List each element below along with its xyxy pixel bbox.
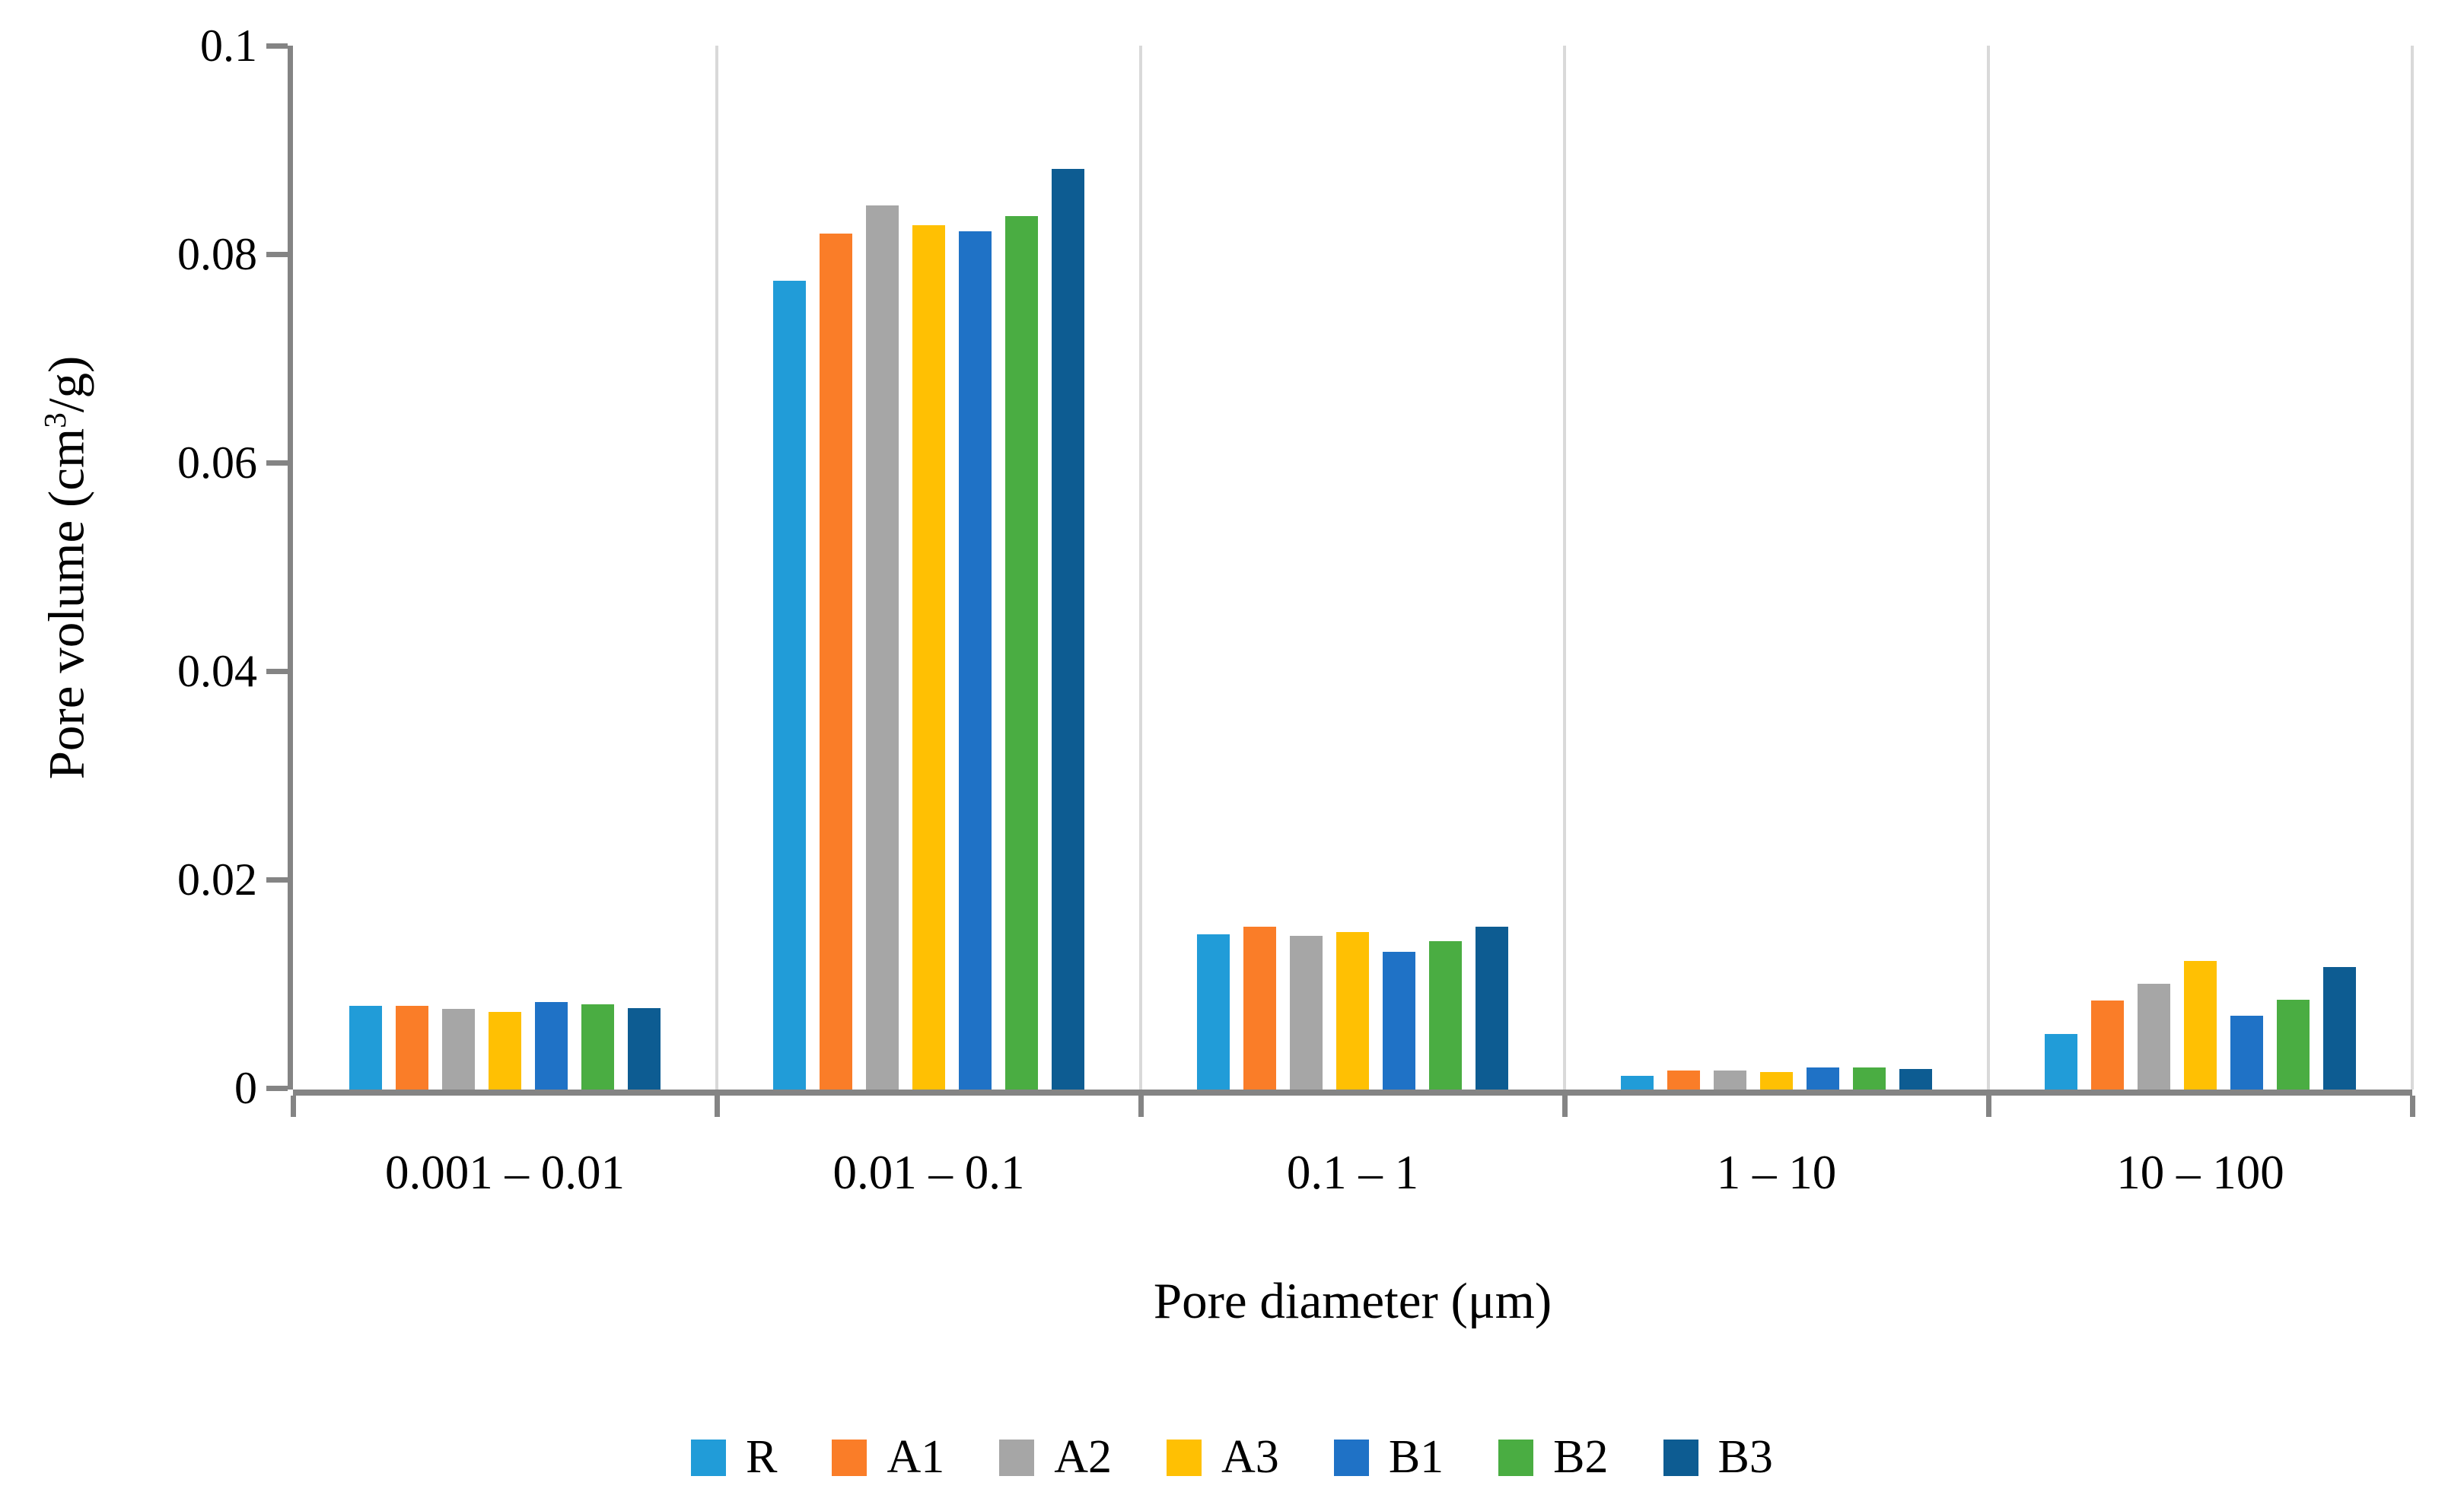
bar-B1 (1807, 1067, 1839, 1090)
legend-marker-B3 (1663, 1439, 1698, 1476)
bar-B3 (1899, 1068, 1932, 1090)
y-axis-title-superscript: 3 (37, 412, 73, 428)
legend-marker-B1 (1333, 1439, 1369, 1476)
x-axis-tick-mark (1138, 1096, 1144, 1117)
legend-label-R: R (746, 1431, 778, 1483)
bar-R (349, 1006, 382, 1090)
bar-B2 (1005, 215, 1038, 1090)
x-category-label: 0.001 – 0.01 (385, 1146, 625, 1199)
y-axis-tick-mark (266, 252, 288, 257)
y-axis-tick-mark (266, 877, 288, 883)
legend-marker-R (691, 1439, 727, 1476)
bar-group-2 (717, 46, 1141, 1090)
bar-A1 (1243, 926, 1276, 1090)
bar-B2 (1853, 1067, 1886, 1090)
bar-A2 (1290, 936, 1323, 1090)
bar-R (773, 280, 806, 1090)
legend: R A1 A2 A3 B1 B2 B3 (0, 1430, 2464, 1484)
legend-label-A1: A1 (887, 1431, 945, 1483)
y-axis-tick-mark (266, 460, 288, 466)
legend-item-R: R (691, 1430, 777, 1484)
y-axis-tick-label: 0.04 (177, 646, 257, 696)
category-separator-line (1139, 46, 1142, 1090)
y-axis-tick-mark (266, 43, 288, 49)
y-axis-tick-label: 0.06 (177, 437, 257, 488)
y-axis-title: Pore volume (cm3/g) (37, 355, 97, 780)
bar-B3 (628, 1007, 661, 1090)
x-axis-tick-mark (1985, 1096, 1991, 1117)
legend-marker-B2 (1498, 1439, 1534, 1476)
bar-R (1197, 934, 1230, 1090)
x-category-label: 0.1 – 1 (1286, 1146, 1419, 1199)
bar-A1 (1667, 1071, 1700, 1090)
bar-A3 (489, 1012, 521, 1090)
x-category-label: 10 – 100 (2116, 1146, 2284, 1199)
bar-A3 (1336, 931, 1369, 1090)
y-axis-tick-label: 0.1 (200, 21, 257, 71)
bar-A2 (1714, 1071, 1746, 1090)
bar-A2 (442, 1009, 475, 1090)
plot-area (293, 46, 2414, 1096)
legend-label-A2: A2 (1054, 1431, 1113, 1483)
legend-marker-A3 (1167, 1439, 1202, 1476)
bar-B3 (1476, 926, 1508, 1090)
bar-A3 (2184, 961, 2217, 1090)
bar-A1 (2091, 1001, 2124, 1090)
bar-B1 (959, 231, 992, 1090)
y-axis-title-suffix: /g) (38, 355, 95, 413)
bar-B3 (1052, 168, 1084, 1090)
legend-item-B1: B1 (1333, 1430, 1444, 1484)
bar-A2 (2138, 984, 2170, 1090)
legend-item-B2: B2 (1498, 1430, 1609, 1484)
category-separator-line (715, 46, 718, 1090)
y-axis-tick-mark (266, 669, 288, 674)
y-axis-tick-label: 0.02 (177, 854, 257, 905)
x-axis-tick-mark (1561, 1096, 1568, 1117)
bar-A3 (912, 224, 945, 1090)
x-axis-tick-mark (714, 1096, 720, 1117)
x-category-label: 1 – 10 (1716, 1146, 1837, 1199)
bar-B1 (1383, 951, 1415, 1090)
category-separator-line (1987, 46, 1990, 1090)
bar-group-4 (1565, 46, 1988, 1090)
legend-item-A1: A1 (832, 1430, 944, 1484)
bar-A3 (1760, 1071, 1793, 1090)
x-axis-tick-mark (290, 1096, 296, 1117)
legend-label-B3: B3 (1717, 1431, 1773, 1483)
bar-A2 (866, 205, 899, 1090)
x-category-label: 0.01 – 0.1 (832, 1146, 1025, 1199)
bar-B1 (535, 1001, 568, 1090)
bar-R (1621, 1076, 1654, 1090)
legend-item-B3: B3 (1663, 1430, 1773, 1484)
bar-B2 (2277, 1000, 2310, 1090)
bar-B3 (2323, 967, 2356, 1090)
legend-item-A2: A2 (999, 1430, 1112, 1484)
bar-B2 (1429, 941, 1462, 1090)
legend-marker-A2 (999, 1439, 1035, 1476)
bar-group-5 (1988, 46, 2412, 1090)
y-axis-tick-mark (266, 1086, 288, 1091)
y-axis-tick-label: 0 (234, 1063, 257, 1113)
bar-B2 (581, 1004, 614, 1090)
bar-R (2045, 1034, 2077, 1090)
x-axis-tick-mark (2409, 1096, 2415, 1117)
bar-group-1 (293, 46, 717, 1090)
bar-A1 (820, 233, 852, 1090)
bar-group-3 (1141, 46, 1565, 1090)
legend-label-B2: B2 (1553, 1431, 1609, 1483)
legend-marker-A1 (832, 1439, 867, 1476)
x-axis-title: Pore diameter (μm) (1153, 1273, 1552, 1329)
legend-label-A3: A3 (1221, 1431, 1279, 1483)
category-separator-line (1563, 46, 1566, 1090)
bar-A1 (396, 1006, 428, 1090)
bar-B1 (2230, 1015, 2263, 1090)
x-category-labels: 0.001 – 0.01 0.01 – 0.1 0.1 – 1 1 – 10 10 – … (293, 1145, 2412, 1201)
legend-item-A3: A3 (1167, 1430, 1279, 1484)
category-separator-line (2411, 46, 2414, 1090)
legend-label-B1: B1 (1388, 1431, 1444, 1483)
y-axis-line (288, 46, 293, 1090)
y-axis-tick-label: 0.08 (177, 229, 257, 279)
